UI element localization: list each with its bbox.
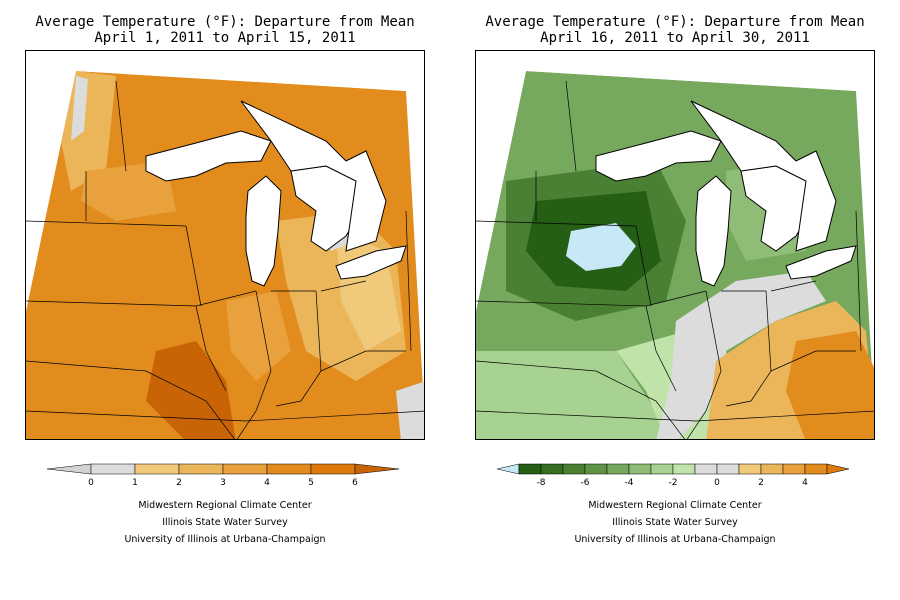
- left-cb-bin-4-5: [266, 463, 312, 475]
- right-tick-m8: -8: [536, 478, 546, 488]
- lake-michigan: [245, 175, 282, 287]
- right-tick-m2: -2: [668, 478, 678, 488]
- left-cb-bin-1-2: [134, 463, 180, 475]
- left-credit-uiuc: University of Illinois at Urbana-Champai…: [124, 534, 326, 545]
- left-cb-bin-3-4: [222, 463, 268, 475]
- right-cb-bin-3-4: [782, 463, 806, 475]
- left-tick-3: 3: [220, 478, 226, 488]
- right-credit-mrcc: Midwestern Regional Climate Center: [588, 500, 762, 511]
- left-cb-arrow-high: [354, 463, 400, 475]
- left-tick-6: 6: [352, 478, 358, 488]
- lake-superior: [145, 130, 272, 182]
- left-state-lines: [26, 80, 424, 439]
- canada-land: [240, 100, 387, 252]
- left-credit-isws: Illinois State Water Survey: [162, 517, 288, 528]
- right-credit-uiuc: University of Illinois at Urbana-Champai…: [574, 534, 776, 545]
- left-cb-bin-2-3: [178, 463, 224, 475]
- right-patch-warmer-se: [786, 331, 874, 439]
- left-tick-5: 5: [308, 478, 314, 488]
- left-map-canvas: [26, 51, 424, 439]
- left-map-panel: Average Temperature (°F): Departure from…: [25, 14, 425, 545]
- right-map: [475, 50, 875, 440]
- right-cb-bin-m2-m1: [672, 463, 696, 475]
- right-tick-0: 0: [714, 478, 720, 488]
- right-patch-grey-band: [656, 271, 826, 439]
- right-cb-arrow-low: [497, 463, 520, 475]
- left-tick-4: 4: [264, 478, 270, 488]
- left-patch-light-mid: [226, 291, 291, 381]
- right-credit-isws: Illinois State Water Survey: [612, 517, 738, 528]
- right-tick-m4: -4: [624, 478, 634, 488]
- left-colorbar: [47, 463, 400, 475]
- right-cb-bin-m6-m5: [584, 463, 608, 475]
- left-cb-bin-0-1: [90, 463, 136, 475]
- right-patch-light-green-south: [476, 351, 666, 439]
- left-patch-grey-se: [396, 381, 424, 439]
- left-tick-1: 1: [132, 478, 138, 488]
- left-cb-bin-5-6: [310, 463, 356, 475]
- right-cb-bin-1-2: [738, 463, 762, 475]
- right-title: Average Temperature (°F): Departure from…: [485, 14, 865, 30]
- left-tick-0: 0: [88, 478, 94, 488]
- left-date-range: April 1, 2011 to April 15, 2011: [94, 30, 356, 46]
- right-tick-m6: -6: [580, 478, 590, 488]
- left-tick-2: 2: [176, 478, 182, 488]
- lake-erie-r: [785, 245, 857, 280]
- right-cb-bin-m8-m7: [540, 463, 564, 475]
- right-cb-bin-4-5: [804, 463, 828, 475]
- right-cb-bin-m1-0: [694, 463, 718, 475]
- white-north-top: [26, 51, 424, 311]
- right-colorbar: [497, 463, 850, 475]
- left-title: Average Temperature (°F): Departure from…: [35, 14, 415, 30]
- left-credit-mrcc: Midwestern Regional Climate Center: [138, 500, 312, 511]
- lake-erie: [335, 245, 407, 280]
- right-tick-2: 2: [758, 478, 764, 488]
- right-cb-bin-0-1: [716, 463, 740, 475]
- left-cb-arrow-low: [47, 463, 92, 475]
- right-cb-bin-m7-m6: [562, 463, 586, 475]
- right-cb-bin-m5-m4: [606, 463, 630, 475]
- lake-superior-r: [595, 130, 722, 182]
- right-cb-bin-m9-m8: [518, 463, 542, 475]
- right-patch-cold-core: [566, 223, 636, 271]
- lake-michigan-r: [695, 175, 732, 287]
- right-cb-bin-m4-m3: [628, 463, 652, 475]
- canada-land-r: [690, 100, 837, 252]
- left-patch-grey-nw: [71, 76, 88, 141]
- right-cb-bin-m3-m2: [650, 463, 674, 475]
- right-map-panel: Average Temperature (°F): Departure from…: [450, 0, 900, 600]
- right-cb-bin-2-3: [760, 463, 784, 475]
- left-map: [25, 50, 425, 440]
- right-date-range: April 16, 2011 to April 30, 2011: [540, 30, 810, 46]
- right-cb-arrow-high: [826, 463, 850, 475]
- right-map-canvas: [476, 51, 874, 439]
- right-state-lines: [476, 80, 874, 439]
- right-tick-4: 4: [802, 478, 808, 488]
- white-north-top-r: [476, 51, 874, 311]
- left-patch-light-center: [81, 161, 176, 221]
